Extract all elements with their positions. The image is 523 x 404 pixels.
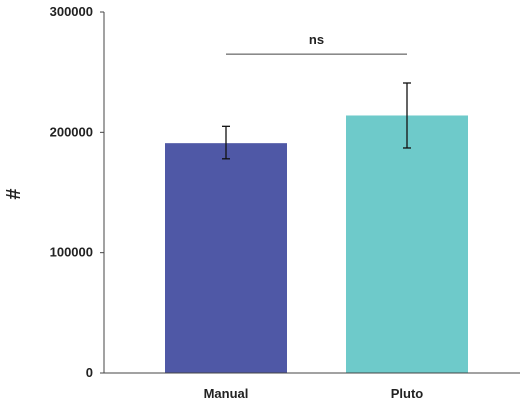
y-tick-label: 0 [86, 365, 93, 380]
error-bars [222, 82, 411, 160]
y-axis-ticks: 0 100000 200000 300000 [50, 4, 104, 380]
y-tick-label: 300000 [50, 4, 93, 19]
error-bar-manual [222, 125, 230, 160]
significance-bracket: ns [226, 32, 407, 55]
y-tick-label: 100000 [50, 245, 93, 260]
error-bar-pluto [403, 82, 411, 149]
bars [165, 115, 468, 373]
x-axis-categories: Manual Pluto [204, 386, 424, 401]
bar-pluto [346, 115, 468, 373]
significance-label: ns [309, 32, 324, 47]
axes [103, 12, 520, 374]
y-tick-label: 200000 [50, 124, 93, 139]
category-label: Pluto [391, 386, 424, 401]
bar-manual [165, 143, 287, 373]
y-axis-label: # [3, 188, 25, 199]
category-label: Manual [204, 386, 249, 401]
